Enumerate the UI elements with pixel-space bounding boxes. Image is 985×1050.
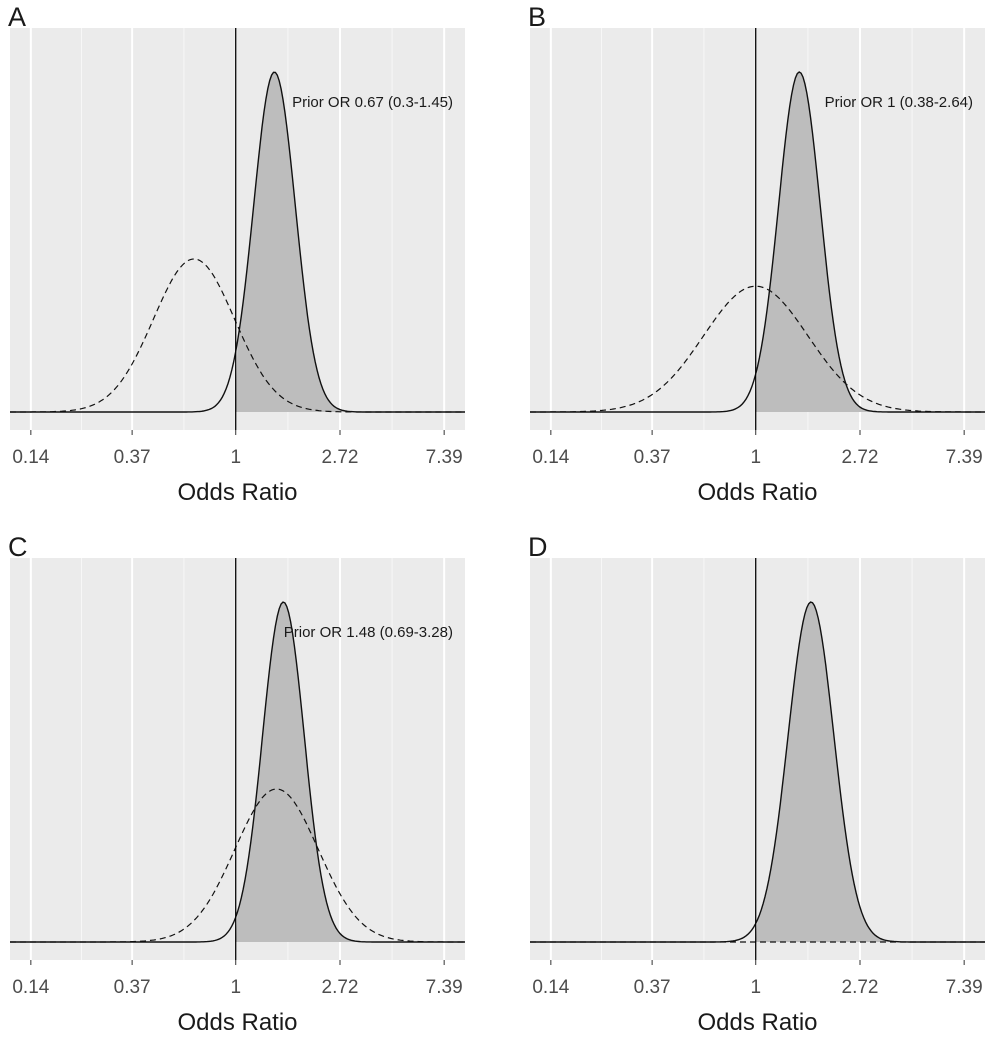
x-tick-label: 1 bbox=[230, 447, 241, 468]
x-axis-title: Odds Ratio bbox=[177, 479, 297, 506]
x-tick-label: 0.14 bbox=[12, 447, 49, 468]
x-tick-label: 2.72 bbox=[842, 977, 879, 998]
x-tick-label: 7.39 bbox=[426, 447, 463, 468]
x-tick-label: 1 bbox=[230, 977, 241, 998]
posterior-shaded-area bbox=[755, 602, 985, 942]
density-plot-b: 0.14 0.37 1 2.72 7.39 Odds Ratio Prior OR 1 (0… bbox=[530, 28, 985, 506]
x-tick-label: 1 bbox=[750, 447, 761, 468]
density-plot-d: 0.14 0.37 1 2.72 7.39 Odds Ratio bbox=[530, 558, 985, 1036]
panel-c: C 0.14 0.37 1 2.72 7.39 Odds Ratio Prior OR 1.… bbox=[0, 530, 490, 1050]
posterior-shaded-area bbox=[755, 72, 985, 412]
panel-a: A 0.14 0.37 1 2.72 7.39 Odds Ratio Prior OR 0.… bbox=[0, 0, 490, 520]
panel-letter: D bbox=[528, 532, 548, 562]
x-tick-label: 2.72 bbox=[842, 447, 879, 468]
posterior-shaded-area bbox=[235, 72, 465, 413]
x-tick-label: 7.39 bbox=[426, 977, 463, 998]
density-plot-a: 0.14 0.37 1 2.72 7.39 Odds Ratio Prior OR 0.67… bbox=[10, 28, 465, 506]
x-tick-label: 0.37 bbox=[114, 447, 151, 468]
x-tick-label: 7.39 bbox=[946, 447, 983, 468]
posterior-curve bbox=[530, 71, 985, 413]
x-tick-label: 2.72 bbox=[322, 977, 359, 998]
plot-background bbox=[530, 558, 985, 960]
x-tick-label: 0.14 bbox=[12, 977, 49, 998]
panel-b: B 0.14 0.37 1 2.72 7.39 Odds Ratio Prior OR 1 … bbox=[520, 0, 985, 520]
x-tick-label: 0.14 bbox=[532, 447, 569, 468]
prior-curve bbox=[10, 258, 465, 413]
panel-letter: A bbox=[8, 2, 27, 32]
x-tick-label: 0.37 bbox=[634, 977, 671, 998]
x-axis-title: Odds Ratio bbox=[697, 1009, 817, 1036]
x-tick-label: 0.37 bbox=[114, 977, 151, 998]
panel-letter: C bbox=[8, 532, 28, 562]
density-plot-c: 0.14 0.37 1 2.72 7.39 Odds Ratio Prior OR 1.48… bbox=[10, 558, 465, 1036]
prior-annotation: Prior OR 1.48 (0.69-3.28) bbox=[284, 624, 453, 641]
x-axis-title: Odds Ratio bbox=[697, 479, 817, 506]
prior-annotation: Prior OR 1 (0.38-2.64) bbox=[825, 94, 973, 111]
x-tick-label: 7.39 bbox=[946, 977, 983, 998]
prior-curve bbox=[10, 788, 465, 943]
prior-curve bbox=[530, 285, 985, 413]
panel-d: D 0.14 0.37 1 2.72 7.39 Odds Ratio bbox=[520, 530, 985, 1050]
x-tick-label: 0.14 bbox=[532, 977, 569, 998]
plot-background bbox=[530, 28, 985, 430]
panel-letter: B bbox=[528, 2, 547, 32]
x-tick-label: 0.37 bbox=[634, 447, 671, 468]
x-axis-title: Odds Ratio bbox=[177, 1009, 297, 1036]
x-tick-label: 1 bbox=[750, 977, 761, 998]
plot-background bbox=[10, 558, 465, 960]
prior-annotation: Prior OR 0.67 (0.3-1.45) bbox=[292, 94, 453, 111]
x-tick-label: 2.72 bbox=[322, 447, 359, 468]
posterior-shaded-area bbox=[235, 602, 465, 942]
